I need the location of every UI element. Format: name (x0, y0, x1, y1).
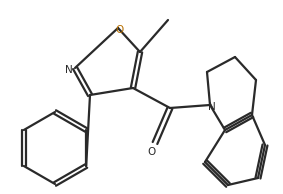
Text: N: N (208, 102, 216, 112)
Text: O: O (148, 147, 156, 157)
Text: N: N (65, 65, 73, 75)
Text: O: O (116, 25, 124, 35)
